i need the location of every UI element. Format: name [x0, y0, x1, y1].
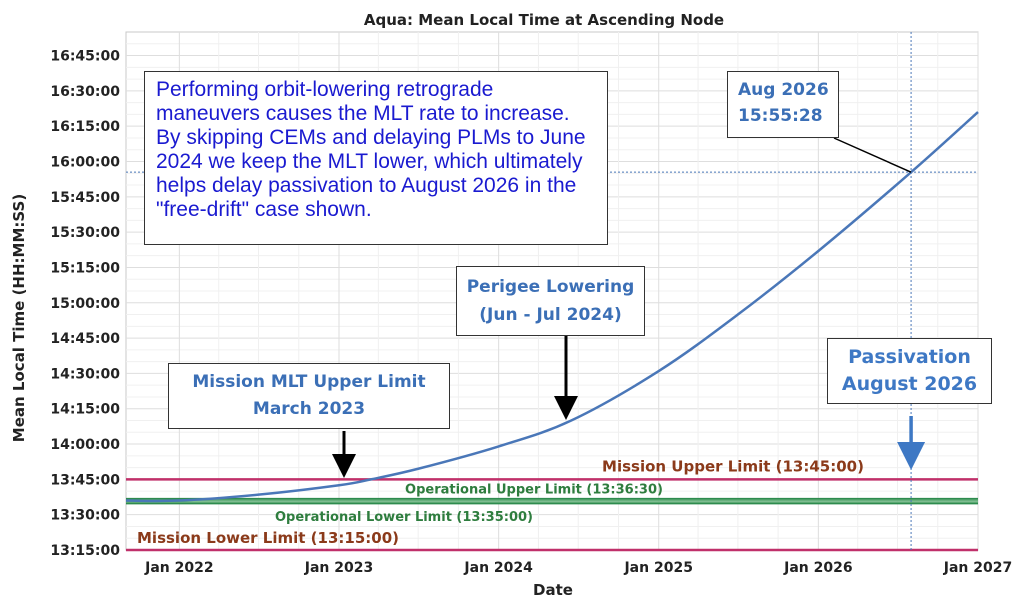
aug-2026-time: 15:55:28	[738, 106, 823, 126]
perigee-lowering-box: Perigee Lowering (Jun - Jul 2024)	[456, 266, 645, 336]
y-tick-labels: 13:15:00 13:30:00 13:45:00 14:00:00 14:15:00…	[50, 49, 120, 559]
y-tick-label: 14:15:00	[50, 402, 120, 418]
y-tick-label: 15:45:00	[50, 190, 120, 206]
x-tick-label: Jan 2024	[463, 560, 533, 576]
aug-2026-box: Aug 2026 15:55:28	[727, 71, 839, 138]
y-tick-label: 15:30:00	[50, 225, 120, 241]
mlt-series-line	[125, 111, 979, 503]
chart-title: Aqua: Mean Local Time at Ascending Node	[364, 11, 724, 29]
aug-2026-label: Aug 2026	[738, 80, 829, 100]
limit-lines: Mission Upper Limit (13:45:00) Operationa…	[126, 457, 978, 552]
mission-mlt-date: March 2023	[252, 399, 366, 419]
y-tick-label: 16:15:00	[50, 119, 120, 135]
y-tick-label: 15:15:00	[50, 260, 120, 276]
y-tick-label: 16:30:00	[50, 84, 120, 100]
x-tick-label: Jan 2025	[623, 560, 692, 576]
operational-band	[126, 499, 978, 503]
y-tick-label: 13:45:00	[50, 472, 120, 488]
limit-label: Operational Lower Limit (13:35:00)	[275, 510, 533, 525]
x-tick-label: Jan 2022	[144, 560, 213, 576]
passivation-label: Passivation	[848, 346, 971, 368]
series-layer	[125, 111, 979, 503]
limit-label: Mission Upper Limit (13:45:00)	[602, 457, 864, 475]
perigee-lowering-dates: (Jun - Jul 2024)	[479, 305, 622, 325]
y-tick-label: 15:00:00	[50, 296, 120, 312]
y-tick-label: 13:15:00	[50, 543, 120, 559]
note-box: Performing orbit-lowering retrograde man…	[144, 71, 608, 245]
x-tick-label: Jan 2026	[783, 560, 852, 576]
x-tick-labels: Jan 2022 Jan 2023 Jan 2024 Jan 2025 Jan 2026…	[144, 560, 1012, 576]
x-axis-label: Date	[533, 581, 573, 599]
x-tick-label: Jan 2023	[304, 560, 373, 576]
y-tick-label: 16:45:00	[50, 49, 120, 65]
mission-mlt-label: Mission MLT Upper Limit	[192, 372, 426, 392]
x-tick-label: Jan 2027	[943, 560, 1012, 576]
y-tick-label: 13:30:00	[50, 508, 120, 524]
note-text: Performing orbit-lowering retrograde man…	[156, 78, 586, 221]
y-tick-label: 16:00:00	[50, 155, 120, 171]
annotation-arrows	[332, 137, 926, 478]
mission-mlt-box: Mission MLT Upper Limit March 2023	[168, 363, 450, 429]
aug-2026-leader	[833, 137, 912, 173]
limit-label: Operational Upper Limit (13:36:30)	[405, 482, 663, 497]
passivation-date: August 2026	[841, 373, 978, 395]
y-tick-label: 14:45:00	[50, 331, 120, 347]
y-axis-label: Mean Local Time (HH:MM:SS)	[10, 194, 28, 442]
y-tick-label: 14:00:00	[50, 437, 120, 453]
y-tick-label: 14:30:00	[50, 366, 120, 382]
limit-label: Mission Lower Limit (13:15:00)	[137, 529, 399, 547]
perigee-lowering-label: Perigee Lowering	[466, 277, 635, 297]
passivation-box: Passivation August 2026	[827, 338, 992, 404]
